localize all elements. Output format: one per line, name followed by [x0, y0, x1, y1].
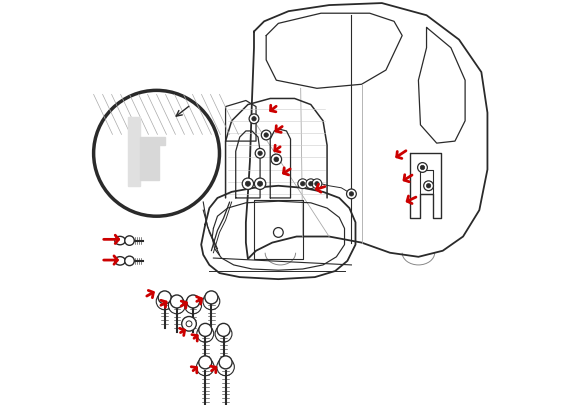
Circle shape — [347, 190, 357, 199]
Circle shape — [197, 326, 213, 342]
Circle shape — [182, 317, 196, 331]
Circle shape — [217, 358, 234, 376]
Circle shape — [186, 321, 192, 327]
Circle shape — [420, 166, 425, 170]
Circle shape — [312, 179, 322, 189]
Circle shape — [314, 182, 319, 186]
Circle shape — [261, 131, 271, 141]
Circle shape — [242, 179, 253, 190]
Circle shape — [306, 179, 316, 189]
Circle shape — [418, 163, 428, 173]
Circle shape — [258, 152, 263, 156]
Circle shape — [156, 293, 173, 310]
Circle shape — [170, 295, 183, 308]
Circle shape — [133, 164, 136, 168]
Circle shape — [273, 228, 283, 238]
Polygon shape — [128, 117, 140, 186]
Circle shape — [186, 295, 200, 308]
Circle shape — [131, 163, 137, 169]
Polygon shape — [140, 138, 164, 180]
Circle shape — [349, 192, 354, 196]
Ellipse shape — [115, 257, 125, 265]
Ellipse shape — [115, 237, 125, 245]
Circle shape — [217, 324, 230, 337]
Circle shape — [254, 179, 266, 190]
Circle shape — [203, 293, 220, 310]
Circle shape — [274, 158, 279, 162]
Circle shape — [133, 148, 136, 151]
Circle shape — [185, 297, 201, 314]
Circle shape — [309, 182, 313, 186]
Circle shape — [301, 182, 305, 186]
Circle shape — [125, 256, 134, 266]
Circle shape — [252, 117, 256, 121]
Circle shape — [93, 91, 219, 217]
Circle shape — [264, 134, 268, 138]
Circle shape — [249, 115, 259, 124]
Circle shape — [245, 182, 250, 187]
Circle shape — [271, 155, 282, 165]
Circle shape — [197, 358, 214, 376]
Circle shape — [255, 149, 265, 159]
Circle shape — [219, 356, 232, 369]
Circle shape — [125, 236, 134, 246]
Circle shape — [158, 291, 171, 304]
Circle shape — [424, 181, 433, 191]
Circle shape — [426, 184, 431, 188]
Circle shape — [131, 147, 137, 153]
Circle shape — [168, 297, 185, 314]
Circle shape — [198, 356, 212, 369]
Circle shape — [215, 326, 232, 342]
Circle shape — [198, 324, 212, 337]
Circle shape — [298, 179, 308, 189]
Circle shape — [205, 291, 218, 304]
Circle shape — [257, 182, 263, 187]
